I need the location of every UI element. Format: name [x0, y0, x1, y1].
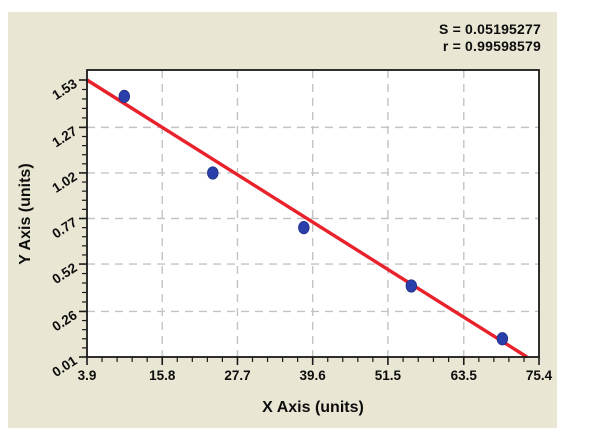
x-tick-label: 3.9	[78, 368, 97, 383]
stats-r-value: r = 0.99598579	[442, 38, 541, 54]
y-axis-title: Y Axis (units)	[17, 163, 34, 265]
data-point	[496, 332, 509, 346]
stats-annotation: S = 0.05195277 r = 0.99598579	[439, 21, 541, 55]
x-tick-label: 63.5	[451, 368, 478, 383]
x-tick-label: 15.8	[149, 368, 176, 383]
y-tick-label: 1.53	[49, 76, 80, 103]
data-point	[298, 221, 310, 235]
y-tick-label: 0.77	[49, 214, 79, 241]
data-point	[118, 89, 130, 104]
y-tick-label: 0.52	[49, 260, 79, 287]
data-point	[207, 166, 219, 180]
y-tick-label: 1.27	[49, 123, 79, 150]
regression-line	[86, 78, 528, 359]
stats-s-value: S = 0.05195277	[438, 21, 541, 37]
x-tick-label: 51.5	[375, 368, 402, 383]
x-tick-label: 75.4	[526, 368, 553, 383]
x-tick-label: 39.6	[300, 368, 327, 383]
y-tick-label: 1.02	[49, 169, 79, 196]
y-tick-label: 0.01	[49, 353, 80, 380]
y-tick-label: 0.26	[49, 307, 80, 334]
data-point	[405, 279, 418, 293]
x-tick-label: 27.7	[224, 368, 250, 383]
x-axis-title: X Axis (units)	[262, 399, 364, 416]
